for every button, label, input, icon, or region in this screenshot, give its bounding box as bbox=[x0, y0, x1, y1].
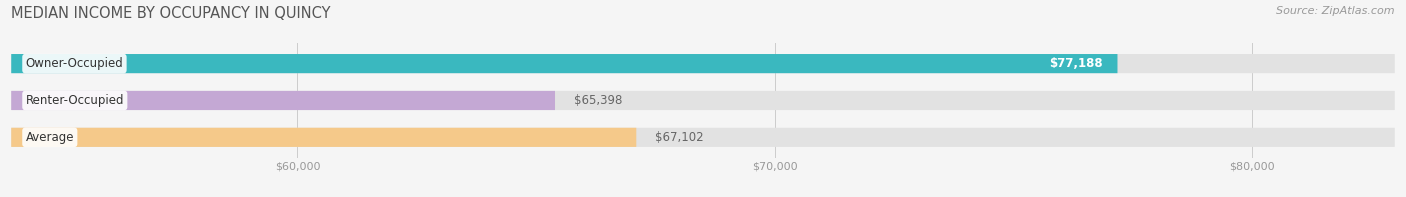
Text: Average: Average bbox=[25, 131, 75, 144]
Text: $77,188: $77,188 bbox=[1049, 57, 1104, 70]
FancyBboxPatch shape bbox=[11, 54, 1395, 73]
Text: $67,102: $67,102 bbox=[655, 131, 704, 144]
Text: MEDIAN INCOME BY OCCUPANCY IN QUINCY: MEDIAN INCOME BY OCCUPANCY IN QUINCY bbox=[11, 6, 330, 21]
Text: $65,398: $65,398 bbox=[574, 94, 623, 107]
FancyBboxPatch shape bbox=[11, 128, 637, 147]
FancyBboxPatch shape bbox=[11, 54, 1118, 73]
Text: Source: ZipAtlas.com: Source: ZipAtlas.com bbox=[1277, 6, 1395, 16]
FancyBboxPatch shape bbox=[11, 91, 1395, 110]
Text: Renter-Occupied: Renter-Occupied bbox=[25, 94, 124, 107]
FancyBboxPatch shape bbox=[11, 91, 555, 110]
Text: Owner-Occupied: Owner-Occupied bbox=[25, 57, 124, 70]
FancyBboxPatch shape bbox=[11, 128, 1395, 147]
